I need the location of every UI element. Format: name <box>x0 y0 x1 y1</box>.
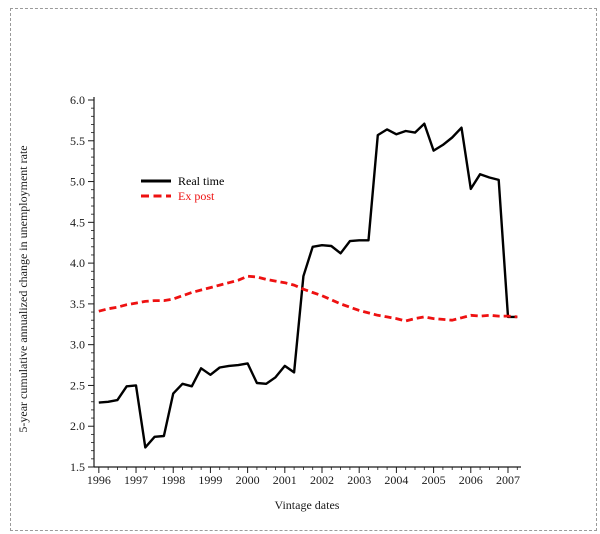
x-tick-label: 2006 <box>459 473 483 487</box>
y-tick-label: 3.0 <box>70 338 85 352</box>
x-axis-title: Vintage dates <box>275 498 340 512</box>
y-tick-label: 3.5 <box>70 297 85 311</box>
y-tick-label: 4.0 <box>70 256 85 270</box>
x-tick-label: 2007 <box>496 473 520 487</box>
plot-area: 1.5 2.0 2.5 3.0 3.5 4.0 4.5 5.0 5.5 6.0 1996 1997 19… <box>70 93 521 487</box>
y-tick-label: 2.5 <box>70 378 85 392</box>
expost-series-line <box>98 274 518 323</box>
y-tick-label: 2.0 <box>70 419 85 433</box>
x-tick-label: 1996 <box>87 473 111 487</box>
x-tick-label: 1997 <box>124 473 148 487</box>
y-tick-label: 5.0 <box>70 175 85 189</box>
x-tick-label: 2000 <box>236 473 260 487</box>
x-tick-label: 1998 <box>161 473 185 487</box>
expost-legend-label: Ex post <box>178 189 215 203</box>
x-tick-label: 2005 <box>422 473 446 487</box>
x-tick-label: 2002 <box>310 473 334 487</box>
y-tick-label: 6.0 <box>70 93 85 107</box>
realtime-legend-label: Real time <box>178 174 224 188</box>
x-tick-label: 2001 <box>273 473 297 487</box>
y-axis-title: 5-year cumulative annualized change in u… <box>16 145 30 432</box>
y-tick-label: 5.5 <box>70 134 85 148</box>
x-tick-label: 1999 <box>198 473 222 487</box>
y-tick-label: 1.5 <box>70 460 85 474</box>
legend: Real time Ex post <box>141 174 224 203</box>
realtime-series-line <box>98 122 518 449</box>
y-tick-label: 4.5 <box>70 215 85 229</box>
x-tick-label: 2004 <box>384 473 408 487</box>
x-tick-label: 2003 <box>347 473 371 487</box>
